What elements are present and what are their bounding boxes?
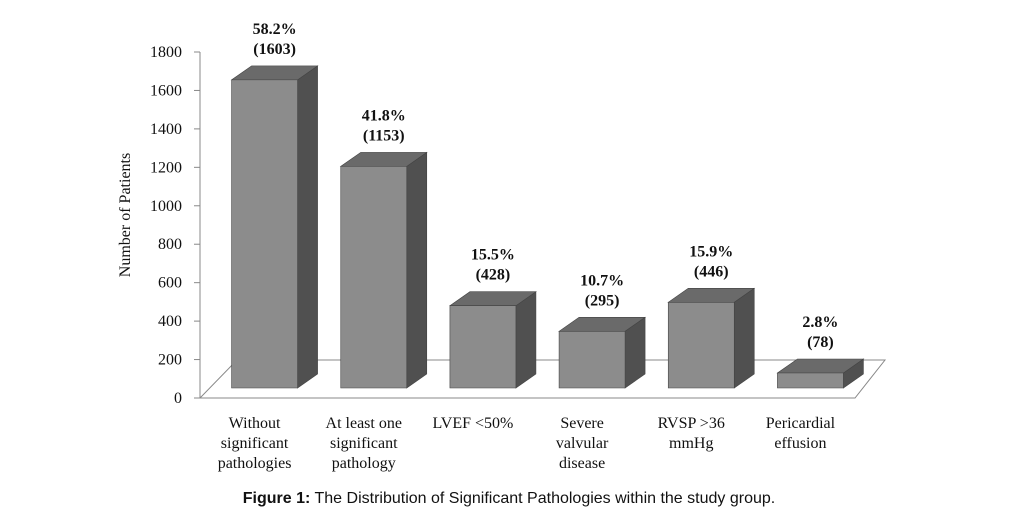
- bar: [339, 151, 428, 389]
- y-tick-label: 1000: [150, 198, 182, 215]
- bar: [230, 65, 319, 389]
- value-label: 41.8% (1153): [362, 107, 406, 144]
- bar-front: [449, 305, 517, 389]
- caption-text: The Distribution of Significant Patholog…: [315, 490, 776, 507]
- y-tick-label: 600: [158, 275, 182, 292]
- bar-front: [231, 79, 298, 389]
- value-label: 58.2% (1603): [253, 21, 297, 58]
- bar-front: [667, 301, 735, 389]
- bar-side: [733, 287, 755, 389]
- x-tick-label: At least one significant pathology: [326, 415, 402, 472]
- bar-front: [340, 166, 408, 389]
- bar: [776, 358, 865, 389]
- x-tick-label: Pericardial effusion: [766, 415, 836, 452]
- y-axis-label: Number of Patients: [117, 153, 134, 277]
- y-tick-label: 200: [158, 352, 182, 369]
- x-tick-label: RVSP >36 mmHg: [658, 415, 725, 452]
- bar-side: [406, 151, 428, 389]
- y-tick-label: 1400: [150, 121, 182, 138]
- x-tick-label: Severe valvular disease: [556, 415, 609, 472]
- y-tick-label: 1200: [150, 159, 182, 176]
- value-label: 2.8% (78): [802, 314, 838, 351]
- y-tick-label: 0: [174, 390, 182, 407]
- value-label: 15.9% (446): [689, 243, 733, 280]
- y-tick-label: 1600: [150, 82, 182, 99]
- value-label: 10.7% (295): [580, 272, 624, 309]
- value-label: 15.5% (428): [471, 247, 515, 284]
- bar: [667, 287, 756, 389]
- caption: Figure 1: The Distribution of Significan…: [243, 490, 775, 507]
- bar: [558, 316, 647, 389]
- y-tick-label: 400: [158, 313, 182, 330]
- bar-side: [297, 65, 318, 389]
- bar-front: [777, 372, 844, 389]
- caption-label: Figure 1:: [243, 490, 311, 507]
- bar: [448, 291, 537, 389]
- x-tick-label: LVEF <50%: [432, 415, 513, 432]
- x-tick-label: Without significant pathologies: [218, 415, 292, 472]
- y-tick-label: 1800: [150, 44, 182, 61]
- y-tick-label: 800: [158, 236, 182, 253]
- bar-side: [515, 291, 537, 389]
- bar-front: [558, 330, 626, 389]
